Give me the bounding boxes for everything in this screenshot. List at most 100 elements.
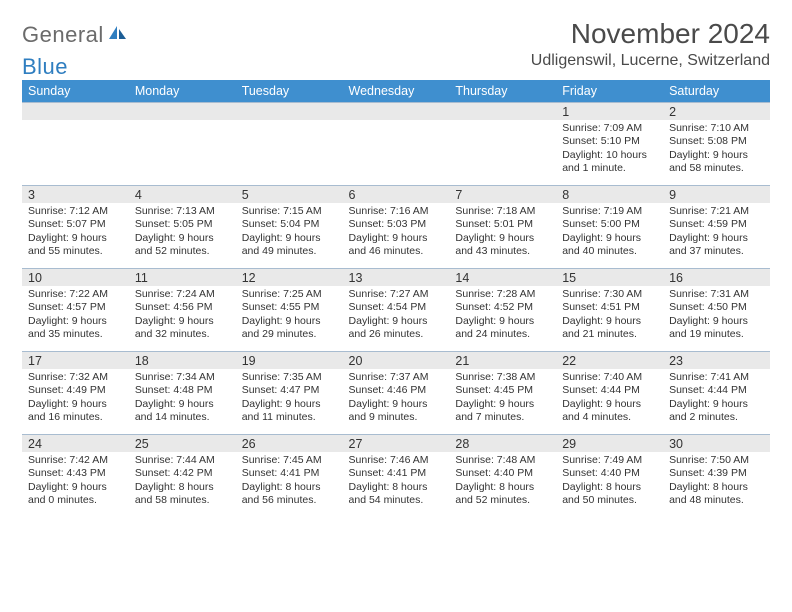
day-events: Sunrise: 7:25 AMSunset: 4:55 PMDaylight:…: [236, 286, 343, 344]
daylight-text: Daylight: 8 hours and 48 minutes.: [669, 481, 764, 508]
calendar-cell: 27Sunrise: 7:46 AMSunset: 4:41 PMDayligh…: [343, 435, 450, 518]
day-events: Sunrise: 7:48 AMSunset: 4:40 PMDaylight:…: [449, 452, 556, 510]
sunset-text: Sunset: 5:07 PM: [28, 218, 123, 231]
calendar-cell: [343, 103, 450, 186]
sunrise-text: Sunrise: 7:30 AM: [562, 288, 657, 301]
day-events: [236, 120, 343, 124]
calendar-cell: 1Sunrise: 7:09 AMSunset: 5:10 PMDaylight…: [556, 103, 663, 186]
day-number: 17: [22, 352, 129, 369]
day-number: 16: [663, 269, 770, 286]
day-events: Sunrise: 7:35 AMSunset: 4:47 PMDaylight:…: [236, 369, 343, 427]
daylight-text: Daylight: 9 hours and 16 minutes.: [28, 398, 123, 425]
daylight-text: Daylight: 9 hours and 26 minutes.: [349, 315, 444, 342]
sunrise-text: Sunrise: 7:34 AM: [135, 371, 230, 384]
day-events: Sunrise: 7:38 AMSunset: 4:45 PMDaylight:…: [449, 369, 556, 427]
calendar-table: Sunday Monday Tuesday Wednesday Thursday…: [22, 80, 770, 517]
day-events: [343, 120, 450, 124]
day-number: 12: [236, 269, 343, 286]
daylight-text: Daylight: 9 hours and 49 minutes.: [242, 232, 337, 259]
calendar-week-row: 1Sunrise: 7:09 AMSunset: 5:10 PMDaylight…: [22, 103, 770, 186]
sunset-text: Sunset: 5:00 PM: [562, 218, 657, 231]
logo-word-2: Blue: [22, 54, 68, 79]
day-number: 7: [449, 186, 556, 203]
sunset-text: Sunset: 4:52 PM: [455, 301, 550, 314]
daylight-text: Daylight: 10 hours and 1 minute.: [562, 149, 657, 176]
day-number: [343, 103, 450, 120]
calendar-week-row: 3Sunrise: 7:12 AMSunset: 5:07 PMDaylight…: [22, 186, 770, 269]
day-events: Sunrise: 7:12 AMSunset: 5:07 PMDaylight:…: [22, 203, 129, 261]
day-number: 4: [129, 186, 236, 203]
day-events: Sunrise: 7:49 AMSunset: 4:40 PMDaylight:…: [556, 452, 663, 510]
daylight-text: Daylight: 9 hours and 4 minutes.: [562, 398, 657, 425]
daylight-text: Daylight: 9 hours and 58 minutes.: [669, 149, 764, 176]
sunrise-text: Sunrise: 7:27 AM: [349, 288, 444, 301]
daylight-text: Daylight: 9 hours and 55 minutes.: [28, 232, 123, 259]
day-number: 26: [236, 435, 343, 452]
day-events: Sunrise: 7:45 AMSunset: 4:41 PMDaylight:…: [236, 452, 343, 510]
sunrise-text: Sunrise: 7:32 AM: [28, 371, 123, 384]
day-number: 6: [343, 186, 450, 203]
sunrise-text: Sunrise: 7:41 AM: [669, 371, 764, 384]
day-number: 20: [343, 352, 450, 369]
calendar-cell: 7Sunrise: 7:18 AMSunset: 5:01 PMDaylight…: [449, 186, 556, 269]
day-events: Sunrise: 7:42 AMSunset: 4:43 PMDaylight:…: [22, 452, 129, 510]
calendar-cell: 21Sunrise: 7:38 AMSunset: 4:45 PMDayligh…: [449, 352, 556, 435]
sunrise-text: Sunrise: 7:28 AM: [455, 288, 550, 301]
sunrise-text: Sunrise: 7:42 AM: [28, 454, 123, 467]
calendar-cell: 23Sunrise: 7:41 AMSunset: 4:44 PMDayligh…: [663, 352, 770, 435]
sunset-text: Sunset: 4:55 PM: [242, 301, 337, 314]
day-events: Sunrise: 7:31 AMSunset: 4:50 PMDaylight:…: [663, 286, 770, 344]
calendar-cell: 16Sunrise: 7:31 AMSunset: 4:50 PMDayligh…: [663, 269, 770, 352]
calendar-cell: [449, 103, 556, 186]
day-events: Sunrise: 7:15 AMSunset: 5:04 PMDaylight:…: [236, 203, 343, 261]
daylight-text: Daylight: 9 hours and 14 minutes.: [135, 398, 230, 425]
sunrise-text: Sunrise: 7:31 AM: [669, 288, 764, 301]
sunset-text: Sunset: 4:39 PM: [669, 467, 764, 480]
calendar-cell: [129, 103, 236, 186]
logo-word-1: General: [22, 22, 104, 48]
sunset-text: Sunset: 4:46 PM: [349, 384, 444, 397]
day-number: 29: [556, 435, 663, 452]
calendar-cell: 24Sunrise: 7:42 AMSunset: 4:43 PMDayligh…: [22, 435, 129, 518]
sunset-text: Sunset: 5:05 PM: [135, 218, 230, 231]
sunrise-text: Sunrise: 7:10 AM: [669, 122, 764, 135]
day-events: Sunrise: 7:19 AMSunset: 5:00 PMDaylight:…: [556, 203, 663, 261]
calendar-week-row: 17Sunrise: 7:32 AMSunset: 4:49 PMDayligh…: [22, 352, 770, 435]
sunrise-text: Sunrise: 7:40 AM: [562, 371, 657, 384]
day-number: 25: [129, 435, 236, 452]
sunset-text: Sunset: 4:51 PM: [562, 301, 657, 314]
day-number: 5: [236, 186, 343, 203]
sunset-text: Sunset: 5:08 PM: [669, 135, 764, 148]
day-header: Thursday: [449, 80, 556, 103]
daylight-text: Daylight: 9 hours and 11 minutes.: [242, 398, 337, 425]
page-title: November 2024: [531, 18, 770, 50]
daylight-text: Daylight: 8 hours and 56 minutes.: [242, 481, 337, 508]
day-events: Sunrise: 7:44 AMSunset: 4:42 PMDaylight:…: [129, 452, 236, 510]
sunrise-text: Sunrise: 7:48 AM: [455, 454, 550, 467]
day-events: [129, 120, 236, 124]
calendar-cell: 9Sunrise: 7:21 AMSunset: 4:59 PMDaylight…: [663, 186, 770, 269]
day-number: 19: [236, 352, 343, 369]
day-events: Sunrise: 7:50 AMSunset: 4:39 PMDaylight:…: [663, 452, 770, 510]
sunset-text: Sunset: 4:57 PM: [28, 301, 123, 314]
sunrise-text: Sunrise: 7:18 AM: [455, 205, 550, 218]
day-events: Sunrise: 7:28 AMSunset: 4:52 PMDaylight:…: [449, 286, 556, 344]
day-number: 28: [449, 435, 556, 452]
calendar-cell: 10Sunrise: 7:22 AMSunset: 4:57 PMDayligh…: [22, 269, 129, 352]
day-number: 1: [556, 103, 663, 120]
sunrise-text: Sunrise: 7:22 AM: [28, 288, 123, 301]
sunset-text: Sunset: 4:44 PM: [669, 384, 764, 397]
calendar-cell: 6Sunrise: 7:16 AMSunset: 5:03 PMDaylight…: [343, 186, 450, 269]
day-events: Sunrise: 7:34 AMSunset: 4:48 PMDaylight:…: [129, 369, 236, 427]
sunset-text: Sunset: 4:49 PM: [28, 384, 123, 397]
sunrise-text: Sunrise: 7:46 AM: [349, 454, 444, 467]
daylight-text: Daylight: 8 hours and 54 minutes.: [349, 481, 444, 508]
calendar-cell: 2Sunrise: 7:10 AMSunset: 5:08 PMDaylight…: [663, 103, 770, 186]
day-events: Sunrise: 7:32 AMSunset: 4:49 PMDaylight:…: [22, 369, 129, 427]
day-header: Wednesday: [343, 80, 450, 103]
day-events: Sunrise: 7:16 AMSunset: 5:03 PMDaylight:…: [343, 203, 450, 261]
sunset-text: Sunset: 4:41 PM: [242, 467, 337, 480]
sunset-text: Sunset: 4:47 PM: [242, 384, 337, 397]
sunset-text: Sunset: 4:54 PM: [349, 301, 444, 314]
day-events: Sunrise: 7:10 AMSunset: 5:08 PMDaylight:…: [663, 120, 770, 178]
